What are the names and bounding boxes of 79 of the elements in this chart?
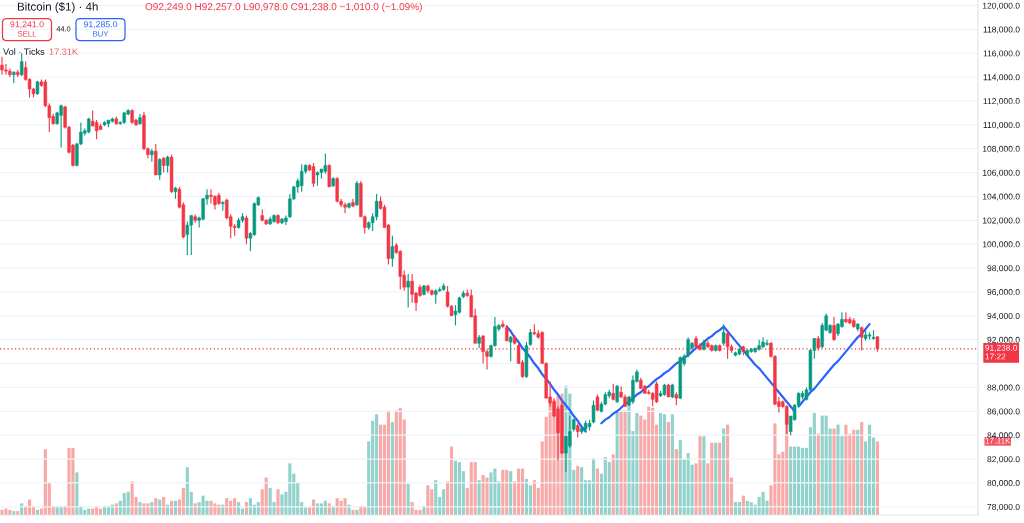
y-tick-label: 82,000.0	[987, 456, 1020, 464]
annotation: O92,249.0 H92,257.0 L90,978.0 C91,238.0 −1,010.0 (−1.09%)	[145, 2, 422, 13]
bar	[205, 500, 209, 515]
text: 17.31K	[985, 437, 1011, 444]
y-tick-label: 106,000.0	[982, 169, 1020, 177]
ref-line-label: 91,238.0	[985, 344, 1018, 352]
bar	[71, 447, 75, 515]
candlestick	[765, 339, 769, 347]
candlestick	[355, 180, 359, 207]
bar	[702, 436, 706, 515]
bar	[347, 504, 351, 515]
bar	[213, 503, 217, 515]
y-tick-label: 112,000.0	[983, 98, 1020, 106]
candlestick	[0, 56, 4, 76]
candlestick	[410, 273, 414, 304]
bar	[489, 472, 493, 515]
y-tick-label: 94,000.0	[987, 312, 1020, 320]
line-series	[505, 325, 587, 433]
annotation: 91,241.0	[10, 21, 44, 29]
y-tick-label: 92,000.0	[987, 336, 1020, 344]
y-tick-label: 116,000.0	[983, 50, 1020, 58]
y-tick-label: 86,000.0	[987, 408, 1020, 416]
candlestick	[343, 201, 347, 214]
line-series	[600, 325, 796, 425]
y-tick-label: 78,000.0	[987, 503, 1020, 511]
y-tick-label: 100,000.0	[982, 241, 1020, 249]
bar	[343, 498, 347, 515]
candlestick	[508, 335, 513, 362]
bar	[351, 509, 355, 515]
line-series	[797, 323, 871, 408]
bar	[209, 500, 213, 515]
y-tick-label: 102,000.0	[982, 217, 1020, 225]
bar	[698, 436, 702, 515]
y-tick-label: 98,000.0	[987, 265, 1020, 273]
candlestick	[327, 163, 331, 188]
bar	[422, 505, 426, 515]
y-tick-label: 104,000.0	[982, 193, 1020, 201]
bar	[485, 477, 489, 515]
text: 17:22	[985, 353, 1006, 360]
y-tick-label: 88,000.0	[987, 384, 1020, 392]
y-tick-label: 118,000.0	[983, 26, 1020, 34]
candlestick	[154, 143, 158, 176]
candlestick	[94, 119, 99, 140]
bar	[761, 491, 765, 515]
candlestick	[158, 157, 162, 181]
candlestick	[189, 214, 193, 256]
candlestick	[323, 152, 328, 175]
bar	[67, 447, 71, 515]
candlestick	[844, 311, 848, 324]
bar	[832, 428, 836, 515]
bar	[280, 494, 284, 515]
annotation: 17.31K	[49, 48, 78, 55]
bar	[836, 424, 840, 515]
candlestick	[335, 176, 339, 203]
candlestick	[721, 323, 726, 347]
y-tick-label: 114,000.0	[983, 74, 1020, 82]
annotation: Vol · Ticks	[3, 48, 45, 55]
y-tick-label: 96,000.0	[987, 289, 1020, 297]
candlestick	[631, 374, 635, 405]
bar	[627, 406, 631, 515]
bar	[0, 509, 4, 515]
candlestick	[832, 316, 836, 342]
candlestick	[59, 103, 63, 149]
bar	[142, 503, 146, 515]
annotation: 91,285.0	[83, 21, 118, 29]
candlestick	[406, 273, 410, 309]
y-tick-label: 108,000.0	[982, 145, 1020, 153]
candlestick	[244, 214, 249, 245]
bar	[138, 502, 142, 515]
candlestick	[654, 380, 659, 404]
y-tick-label: 80,000.0	[987, 480, 1020, 488]
y-tick-label: 120,000.0	[982, 2, 1020, 10]
candlestick	[785, 404, 789, 435]
bar	[276, 489, 280, 515]
bar	[623, 410, 627, 515]
y-tick-label: 110,000.0	[983, 122, 1020, 129]
candlestick	[374, 193, 379, 221]
bar	[418, 509, 422, 515]
chart-title: Bitcoin ($1) · 4h	[17, 2, 98, 13]
